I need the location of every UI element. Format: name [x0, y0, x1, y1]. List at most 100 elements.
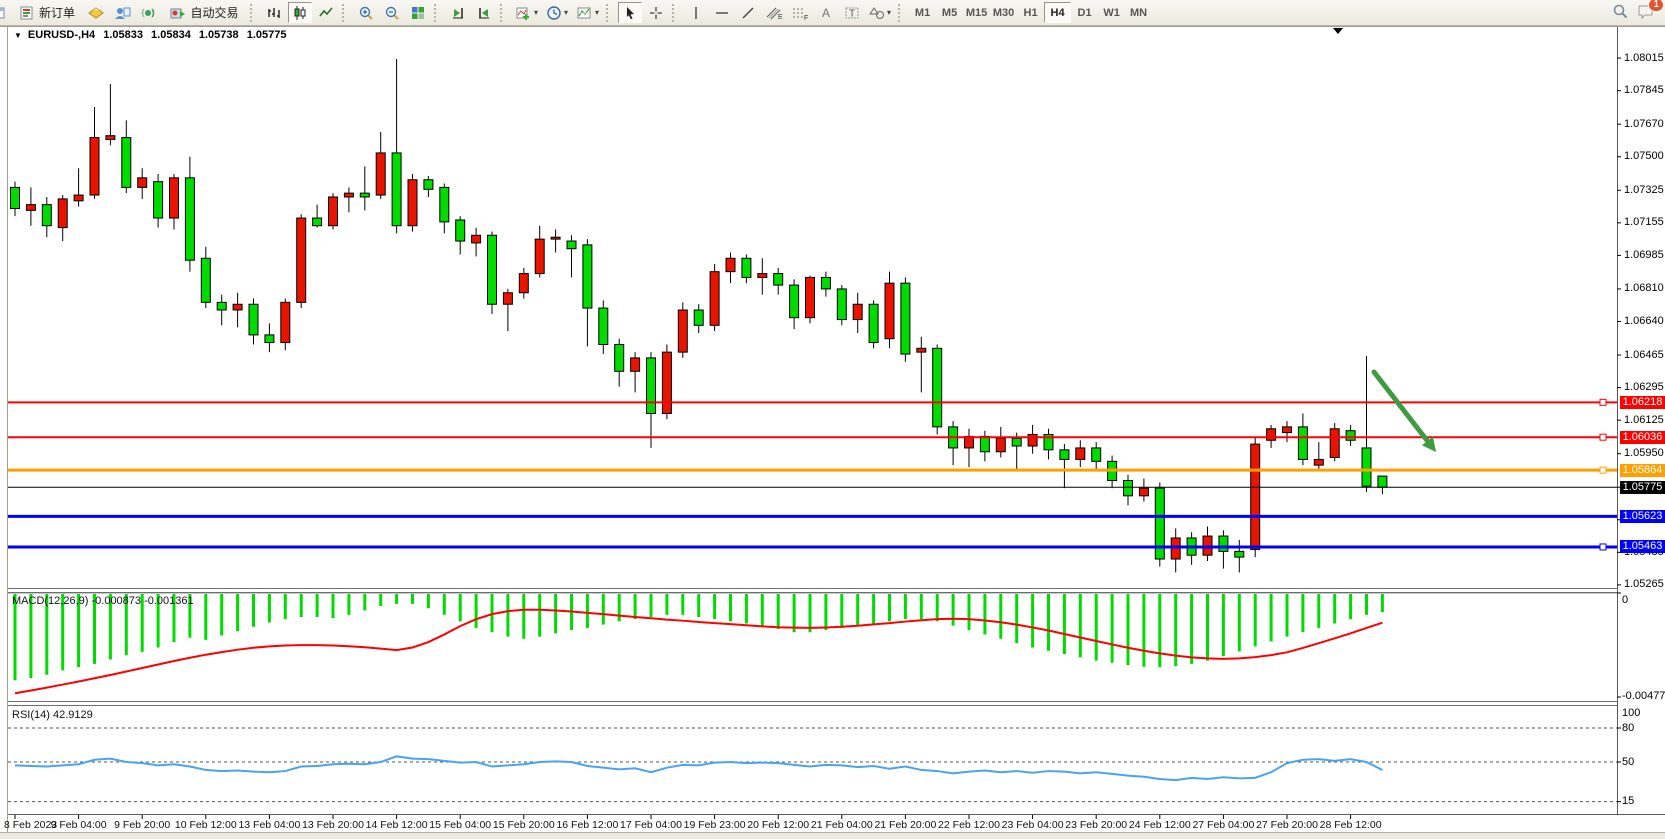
equidistant-channel-button[interactable]: E [762, 2, 786, 23]
search-button[interactable] [1608, 1, 1632, 22]
candle[interactable] [836, 288, 847, 321]
candle[interactable] [375, 152, 386, 196]
candle[interactable] [1043, 434, 1054, 451]
candle[interactable] [725, 257, 736, 273]
candle[interactable] [709, 271, 720, 326]
timeframe-m30[interactable]: M30 [992, 6, 1015, 19]
timeframe-m1[interactable]: M1 [914, 6, 931, 19]
candle[interactable] [1297, 426, 1308, 460]
candle[interactable] [248, 303, 259, 336]
tile-windows-button[interactable] [406, 2, 430, 23]
timeframe-mn[interactable]: MN [1130, 6, 1148, 19]
candle[interactable] [439, 186, 450, 223]
line-marker[interactable] [1599, 466, 1607, 474]
candle[interactable] [1329, 428, 1340, 459]
shift-marker-icon[interactable] [1333, 28, 1343, 34]
candle[interactable] [73, 194, 84, 202]
candle[interactable] [502, 292, 513, 305]
candle[interactable] [741, 257, 752, 278]
auto-trading-button[interactable]: 自动交易 [162, 2, 246, 23]
market-watch-button[interactable] [110, 2, 134, 23]
candle[interactable] [216, 301, 227, 311]
periods-button[interactable]: ▾ [543, 2, 571, 23]
candle[interactable] [789, 284, 800, 319]
candle[interactable] [630, 357, 641, 372]
candle[interactable] [200, 257, 211, 303]
candle[interactable] [757, 273, 768, 278]
candle[interactable] [41, 204, 52, 227]
gold-button[interactable] [84, 2, 108, 23]
candlestick-chart-button[interactable] [288, 2, 312, 23]
notifications-button[interactable]: 1 [1634, 0, 1664, 22]
candle[interactable] [359, 192, 370, 198]
candle[interactable] [57, 198, 68, 229]
line-chart-button[interactable] [314, 2, 338, 23]
candle[interactable] [471, 234, 482, 244]
templates-button[interactable]: ▾ [573, 2, 602, 23]
candle[interactable] [820, 276, 831, 290]
candle[interactable] [805, 276, 815, 319]
candle[interactable] [868, 303, 879, 344]
timeframe-h4[interactable]: H4 [1044, 2, 1072, 23]
annotation-arrow[interactable] [1371, 369, 1433, 447]
candle[interactable] [1218, 535, 1229, 552]
candle[interactable] [661, 351, 672, 414]
candle[interactable] [280, 301, 291, 344]
candle[interactable] [1075, 447, 1086, 460]
chart-shift-button[interactable] [472, 2, 496, 23]
line-marker[interactable] [1599, 433, 1607, 441]
timeframe-m5[interactable]: M5 [941, 6, 958, 19]
candle[interactable] [1027, 434, 1038, 447]
candle[interactable] [773, 273, 784, 286]
bar-chart-button[interactable] [262, 2, 286, 23]
candle[interactable] [646, 357, 656, 414]
candle[interactable] [312, 217, 323, 227]
candle[interactable] [1266, 428, 1277, 441]
candle[interactable] [25, 204, 36, 211]
candle[interactable] [105, 135, 116, 141]
candle[interactable] [1170, 537, 1181, 560]
candle[interactable] [169, 177, 179, 219]
candle[interactable] [1123, 479, 1133, 497]
candle[interactable] [423, 179, 434, 190]
candle[interactable] [693, 309, 704, 326]
vertical-line-button[interactable] [684, 2, 708, 23]
candle[interactable] [1377, 475, 1388, 488]
candle[interactable] [391, 152, 402, 227]
candle[interactable] [582, 244, 593, 309]
candle[interactable] [1361, 447, 1372, 487]
text-button[interactable]: A [814, 2, 838, 23]
candle[interactable] [534, 238, 545, 275]
shapes-button[interactable]: ▾ [866, 2, 894, 23]
candle[interactable] [10, 186, 20, 209]
candle[interactable] [121, 137, 132, 188]
candle[interactable] [89, 137, 100, 196]
candle[interactable] [1345, 430, 1356, 441]
candle[interactable] [296, 217, 307, 303]
candle[interactable] [884, 282, 895, 340]
candle[interactable] [1011, 437, 1022, 447]
text-label-button[interactable]: T [840, 2, 864, 23]
timeframe-h1[interactable]: H1 [1023, 6, 1038, 19]
timeframe-w1[interactable]: W1 [1103, 6, 1120, 19]
chart-collapse-icon[interactable]: ▼ [14, 31, 22, 40]
annotation-arrow-head[interactable] [1421, 436, 1436, 452]
candle[interactable] [137, 177, 148, 188]
candle[interactable] [455, 219, 466, 242]
candle[interactable] [1059, 449, 1070, 460]
candle[interactable] [184, 177, 195, 261]
candle[interactable] [1138, 487, 1149, 497]
crosshair-button[interactable] [644, 2, 668, 23]
candle[interactable] [995, 437, 1006, 453]
candle[interactable] [550, 236, 561, 240]
cursor-button[interactable] [618, 2, 643, 23]
trendline-button[interactable] [736, 2, 760, 23]
candle[interactable] [328, 196, 338, 227]
candle[interactable] [598, 307, 609, 345]
candle[interactable] [343, 192, 354, 198]
zoom-out-button[interactable] [380, 2, 404, 23]
candle[interactable] [614, 343, 625, 372]
horizontal-line-button[interactable] [710, 2, 734, 23]
candle[interactable] [1154, 487, 1165, 560]
